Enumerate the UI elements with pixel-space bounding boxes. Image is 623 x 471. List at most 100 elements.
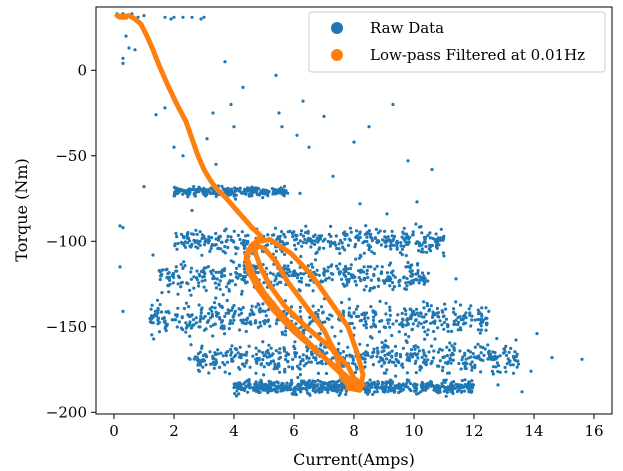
raw-data-point — [503, 350, 507, 354]
filtered-line — [114, 13, 366, 393]
raw-data-point — [388, 378, 392, 382]
raw-data-point — [406, 355, 411, 360]
raw-data-point — [362, 352, 366, 356]
raw-data-point — [187, 356, 191, 360]
raw-data-point — [427, 383, 431, 387]
raw-data-point — [168, 282, 172, 286]
raw-data-point — [417, 274, 421, 278]
raw-data-point — [491, 365, 496, 369]
raw-data-point — [264, 350, 268, 354]
raw-data-point — [511, 354, 516, 358]
raw-data-point — [481, 345, 485, 350]
raw-data-point — [314, 356, 318, 360]
raw-data-point — [268, 324, 272, 328]
raw-data-point — [406, 159, 410, 163]
raw-data-point — [322, 386, 326, 390]
raw-data-point — [515, 365, 519, 369]
raw-data-point — [409, 382, 413, 386]
raw-data-point — [194, 321, 198, 325]
raw-data-point — [392, 237, 396, 241]
raw-data-point — [490, 369, 494, 373]
raw-data-point — [305, 388, 309, 392]
raw-data-point — [369, 384, 373, 388]
raw-data-point — [316, 378, 320, 383]
raw-data-point — [394, 364, 398, 368]
raw-data-point — [434, 232, 438, 236]
raw-data-point — [409, 279, 414, 283]
raw-data-point — [347, 306, 352, 310]
raw-data-point — [232, 355, 236, 359]
raw-data-point — [266, 308, 270, 312]
raw-data-point — [516, 359, 520, 363]
raw-data-point — [254, 357, 258, 361]
raw-data-point — [285, 241, 289, 245]
raw-data-point — [255, 361, 259, 365]
raw-data-point — [179, 285, 183, 289]
raw-data-point — [417, 244, 422, 248]
raw-data-point — [432, 320, 436, 324]
raw-data-point — [181, 15, 185, 19]
raw-data-point — [372, 322, 376, 326]
raw-data-point — [409, 348, 414, 352]
raw-data-point — [400, 317, 405, 321]
raw-data-point — [385, 212, 389, 216]
raw-data-point — [468, 311, 472, 315]
raw-data-point — [323, 237, 327, 241]
raw-data-point — [400, 363, 404, 367]
raw-data-point — [229, 102, 233, 107]
raw-data-point — [421, 325, 425, 329]
raw-data-point — [176, 282, 180, 286]
raw-data-point — [209, 246, 213, 251]
raw-data-point — [173, 242, 177, 246]
raw-data-point — [363, 357, 367, 361]
raw-data-point — [347, 277, 351, 281]
raw-data-point — [192, 238, 196, 242]
raw-data-point — [298, 355, 302, 359]
raw-data-point — [212, 357, 216, 361]
legend-label-filtered: Low-pass Filtered at 0.01Hz — [370, 46, 585, 64]
raw-data-point — [433, 388, 437, 392]
raw-data-point — [190, 242, 194, 246]
y-axis-ticks: 0 −50 −100 −150 −200 — [46, 61, 96, 421]
raw-data-point — [121, 56, 125, 60]
raw-data-point — [364, 224, 368, 228]
raw-data-point — [386, 353, 391, 357]
raw-data-point — [493, 351, 497, 355]
raw-data-point — [324, 371, 329, 376]
raw-data-point — [240, 289, 244, 293]
raw-data-point — [393, 275, 397, 279]
raw-data-point — [300, 379, 304, 383]
raw-data-point — [248, 365, 252, 369]
raw-data-point — [469, 362, 473, 366]
raw-data-point — [282, 387, 286, 391]
raw-data-point — [442, 320, 446, 324]
raw-data-point — [425, 301, 429, 305]
raw-data-point — [379, 271, 383, 276]
raw-data-point — [217, 282, 221, 286]
raw-data-point — [352, 311, 356, 315]
raw-data-point — [432, 329, 436, 334]
raw-data-point — [376, 350, 380, 355]
raw-data-point — [362, 288, 366, 292]
raw-data-point — [237, 263, 241, 267]
raw-data-point — [215, 277, 219, 281]
raw-data-point — [419, 250, 423, 254]
raw-data-point — [400, 321, 404, 325]
raw-data-point — [437, 364, 441, 368]
raw-data-point — [420, 247, 424, 251]
raw-data-point — [195, 278, 199, 282]
raw-data-point — [479, 351, 483, 355]
raw-data-point — [420, 231, 424, 235]
raw-data-point — [349, 315, 353, 319]
raw-data-point — [298, 373, 302, 377]
raw-data-point — [304, 283, 309, 287]
raw-data-point — [225, 188, 229, 192]
raw-data-point — [376, 380, 380, 384]
raw-data-point — [340, 300, 344, 305]
raw-data-point — [395, 246, 399, 250]
raw-data-point — [174, 318, 178, 322]
raw-data-point — [312, 270, 316, 274]
raw-data-point — [201, 365, 205, 369]
raw-data-point — [313, 242, 317, 246]
raw-data-point — [341, 309, 345, 313]
